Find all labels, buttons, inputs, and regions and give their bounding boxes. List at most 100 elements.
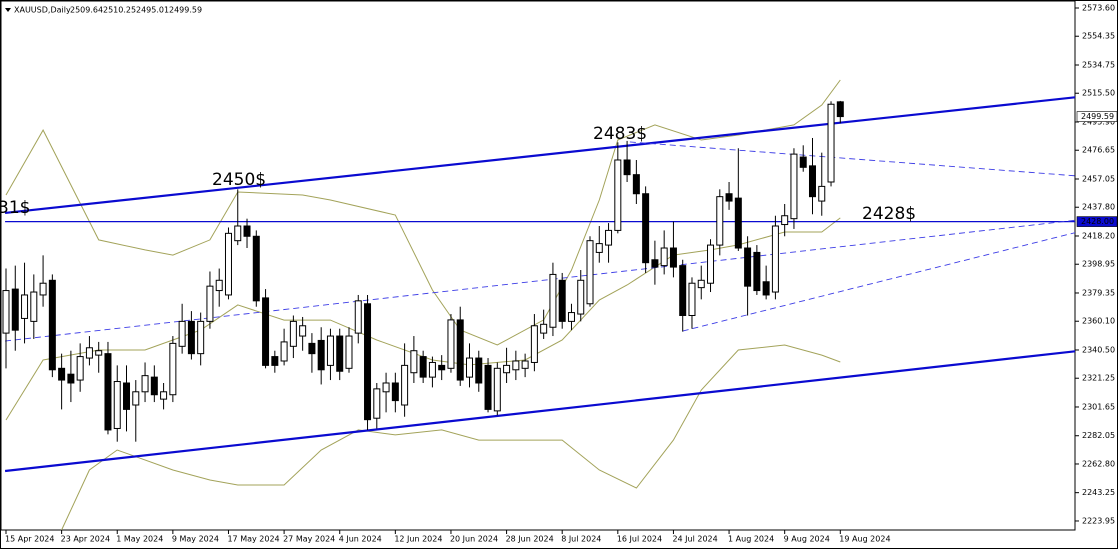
- candle-body: [85, 347, 93, 359]
- candle-body: [827, 103, 835, 183]
- candle-body: [707, 244, 715, 284]
- trend-line: [4, 350, 1075, 473]
- candle-body: [113, 381, 121, 429]
- candle-body: [410, 350, 418, 374]
- candle-body: [289, 320, 297, 347]
- price-label-box: [1076, 216, 1118, 227]
- candle-body: [67, 373, 75, 384]
- candle-body: [836, 101, 844, 118]
- x-tick-label: 20 Jun 2024: [450, 535, 498, 544]
- candle-body: [734, 197, 742, 249]
- y-tick-label: 2223.95: [1082, 516, 1115, 525]
- candle-body: [642, 193, 650, 264]
- y-tick-label: 2262.80: [1082, 459, 1115, 468]
- trend-line: [629, 141, 1075, 177]
- header-ohlc: 2499.59: [169, 6, 202, 15]
- candle-body: [447, 319, 455, 369]
- candle-body: [215, 279, 223, 292]
- y-tick-label: 2573.60: [1082, 3, 1115, 12]
- header-ohlc: 2495.01: [136, 6, 169, 15]
- candle-body: [197, 320, 205, 355]
- x-tick-label: 16 Jul 2024: [617, 535, 662, 544]
- candle-body: [716, 196, 724, 246]
- candle-body: [345, 335, 353, 369]
- candle-body: [317, 339, 325, 371]
- header-ohlc: 2510.25: [103, 6, 136, 15]
- header-ohlc: 2509.64: [70, 6, 103, 15]
- candle-body: [382, 382, 390, 393]
- price-label: 2499.59: [1081, 112, 1114, 121]
- candle-body: [493, 367, 501, 412]
- candle-body: [39, 282, 47, 296]
- candle-body: [419, 356, 427, 378]
- price-label-box: [1076, 111, 1118, 122]
- candle-body: [808, 165, 816, 198]
- candle-body: [466, 357, 473, 378]
- candle-body: [697, 279, 705, 289]
- candle-body: [567, 312, 575, 322]
- candle-body: [262, 297, 270, 366]
- candle-body: [762, 281, 770, 296]
- candle-body: [280, 341, 288, 362]
- trend-line: [682, 232, 1075, 332]
- candle-body: [688, 282, 696, 317]
- y-tick-label: 2476.65: [1082, 146, 1115, 155]
- plot-frame: [0, 0, 1076, 531]
- candle-body: [428, 361, 436, 378]
- candle-body: [271, 356, 279, 366]
- candle-body: [438, 364, 446, 371]
- candle-body: [771, 225, 779, 293]
- candle-body: [484, 364, 492, 410]
- x-tick-label: 17 May 2024: [227, 535, 279, 544]
- candle-body: [234, 225, 242, 242]
- candle-body: [160, 391, 168, 400]
- candle-body: [790, 153, 798, 220]
- candle-body: [206, 285, 214, 322]
- candle-body: [299, 325, 307, 337]
- y-tick-label: 2321.25: [1082, 374, 1115, 383]
- candle-body: [660, 247, 668, 267]
- y-tick-label: 2243.25: [1082, 488, 1115, 497]
- candle-body: [669, 247, 677, 268]
- candle-body: [187, 320, 195, 355]
- price-label: 2428.00: [1081, 217, 1114, 226]
- candle-body: [224, 232, 232, 296]
- candle-body: [252, 235, 260, 302]
- candle-body: [391, 382, 399, 402]
- plot-area: 31$ 2450$ 2483$ 2428$: [0, 79, 1075, 530]
- x-tick-label: 24 Jul 2024: [672, 535, 717, 544]
- x-tick-label: 27 May 2024: [283, 535, 335, 544]
- candle-body: [503, 364, 511, 374]
- menu-arrow: [5, 8, 11, 12]
- x-tick-label: 8 Jul 2024: [561, 535, 601, 544]
- candle-body: [308, 342, 316, 355]
- candle-body: [104, 353, 112, 431]
- x-tick-label: 4 Jun 2024: [339, 535, 382, 544]
- candle-body: [632, 174, 640, 195]
- candle-body: [781, 215, 789, 226]
- candle-body: [58, 367, 66, 381]
- candle-body: [530, 325, 538, 363]
- y-tick-label: 2554.35: [1082, 32, 1115, 41]
- annotation: 2450$: [212, 170, 266, 190]
- bollinger-band: [61, 344, 841, 530]
- candle-body: [605, 229, 613, 246]
- candle-body: [753, 251, 761, 292]
- candle-body: [540, 323, 548, 334]
- candle-body: [354, 300, 362, 334]
- candle-body: [586, 240, 594, 305]
- y-tick-label: 2495.90: [1082, 117, 1115, 126]
- candle-body: [178, 320, 186, 347]
- candle-body: [577, 279, 585, 315]
- y-tick-label: 2534.75: [1082, 60, 1115, 69]
- candle-body: [456, 319, 464, 381]
- x-tick-label: 1 Aug 2024: [728, 535, 774, 544]
- candle-body: [475, 357, 483, 384]
- y-tick-label: 2515.50: [1082, 89, 1115, 98]
- y-tick-label: 2398.95: [1082, 260, 1115, 269]
- candle-body: [336, 335, 344, 372]
- candle-body: [150, 376, 158, 396]
- annotation: 31$: [0, 198, 30, 218]
